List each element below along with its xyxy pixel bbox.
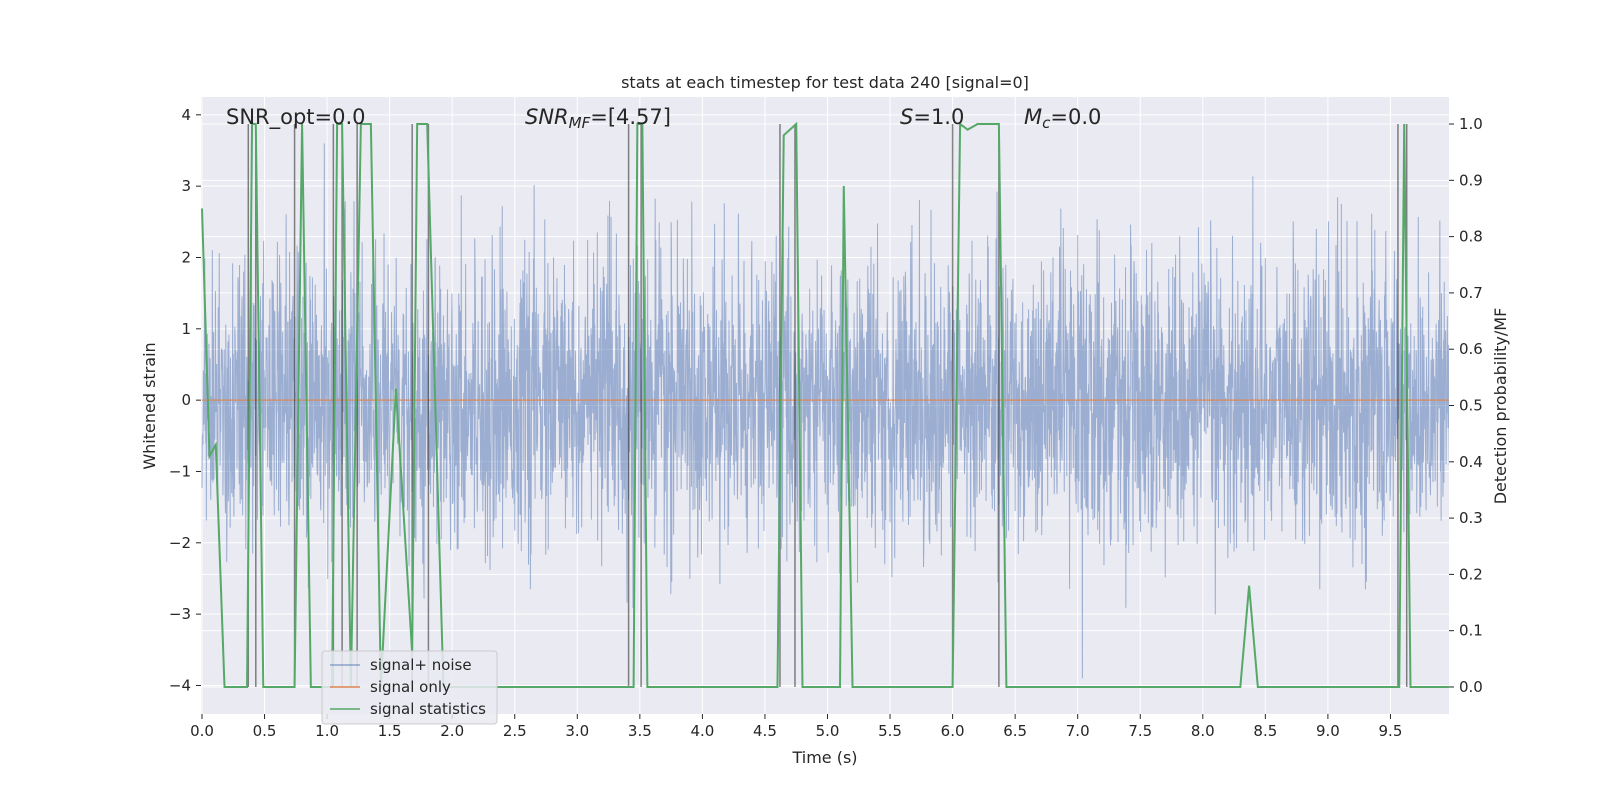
- y-right-tick-label: 0.6: [1459, 340, 1483, 358]
- annotation-mc: Mc=0.0: [1024, 105, 1101, 132]
- x-tick-label: 8.0: [1191, 722, 1215, 740]
- x-tick-label: 4.5: [753, 722, 777, 740]
- x-tick-label: 3.0: [565, 722, 589, 740]
- legend-label-signal-statistics: signal statistics: [370, 700, 486, 718]
- x-tick-label: 5.0: [816, 722, 840, 740]
- y-right-tick-label: 0.2: [1459, 565, 1483, 583]
- x-tick-label: 0.5: [253, 722, 277, 740]
- y-tick-label: 3: [181, 177, 191, 195]
- x-tick-label: 2.5: [503, 722, 527, 740]
- y-right-tick-label: 0.7: [1459, 284, 1483, 302]
- y-right-tick-label: 0.0: [1459, 678, 1483, 696]
- y-right-tick-label: 0.4: [1459, 453, 1483, 471]
- series-layer: [201, 121, 1449, 688]
- x-tick-label: 2.0: [440, 722, 464, 740]
- x-tick-label: 9.5: [1379, 722, 1403, 740]
- y-right-axis-label: Detection probability/MF: [1491, 308, 1510, 505]
- x-axis-label: Time (s): [791, 748, 857, 767]
- y-right-tick-label: 1.0: [1459, 115, 1483, 133]
- chart-title: stats at each timestep for test data 240…: [621, 73, 1029, 92]
- annotation-s-symbol: S: [900, 105, 913, 129]
- series-signal-noise: [201, 143, 1449, 679]
- y-tick-label: 0: [181, 391, 191, 409]
- annotation-s: S=1.0: [900, 105, 964, 129]
- y-tick-label: −4: [169, 676, 191, 694]
- annotation-snr-opt: SNR_opt=0.0: [226, 105, 366, 130]
- ticks: 0.0 0.5 1.0 1.5 2.0 2.5 3.0 3.5 4.0 4.5 5.0 5.5 6.0 6…: [169, 106, 1483, 740]
- y-right-tick-label: 0.3: [1459, 509, 1483, 527]
- x-tick-label: 8.5: [1253, 722, 1277, 740]
- legend-label-signal-noise: signal+ noise: [370, 656, 472, 674]
- annotation-snr-mf: SNRMF=[4.57]: [525, 105, 671, 132]
- annotation-s-value: =1.0: [913, 105, 964, 129]
- x-tick-label: 6.0: [941, 722, 965, 740]
- y-tick-label: 2: [181, 248, 191, 266]
- y-tick-label: −2: [169, 534, 191, 552]
- y-right-tick-label: 0.5: [1459, 397, 1483, 415]
- series-signal-statistics: [201, 121, 1449, 688]
- x-tick-label: 0.0: [190, 722, 214, 740]
- y-axis-label: Whitened strain: [140, 342, 159, 469]
- legend: signal+ noise signal only signal statist…: [321, 650, 498, 725]
- x-tick-label: 6.5: [1003, 722, 1027, 740]
- legend-box: [321, 650, 498, 725]
- x-tick-label: 9.0: [1316, 722, 1340, 740]
- y-tick-label: 1: [181, 320, 191, 338]
- y-tick-label: −1: [169, 462, 191, 480]
- x-tick-label: 3.5: [628, 722, 652, 740]
- legend-label-signal-only: signal only: [370, 678, 451, 696]
- annotation-mc-value: =0.0: [1050, 105, 1101, 129]
- y-right-tick-label: 0.8: [1459, 228, 1483, 246]
- x-tick-label: 7.5: [1128, 722, 1152, 740]
- annotation-snr-mf-symbol: SNR: [525, 105, 569, 129]
- x-tick-label: 7.0: [1066, 722, 1090, 740]
- x-tick-label: 5.5: [878, 722, 902, 740]
- annotation-mc-subscript: c: [1042, 114, 1051, 132]
- y-tick-label: −3: [169, 605, 191, 623]
- annotation-snr-mf-value: =[4.57]: [590, 105, 671, 129]
- y-right-tick-label: 0.9: [1459, 171, 1483, 189]
- annotation-mc-symbol: M: [1024, 105, 1042, 129]
- x-tick-label: 1.0: [315, 722, 339, 740]
- x-tick-label: 1.5: [378, 722, 402, 740]
- y-tick-label: 4: [181, 106, 191, 124]
- annotation-snr-mf-subscript: MF: [569, 114, 591, 132]
- y-right-tick-label: 0.1: [1459, 622, 1483, 640]
- x-tick-label: 4.0: [690, 722, 714, 740]
